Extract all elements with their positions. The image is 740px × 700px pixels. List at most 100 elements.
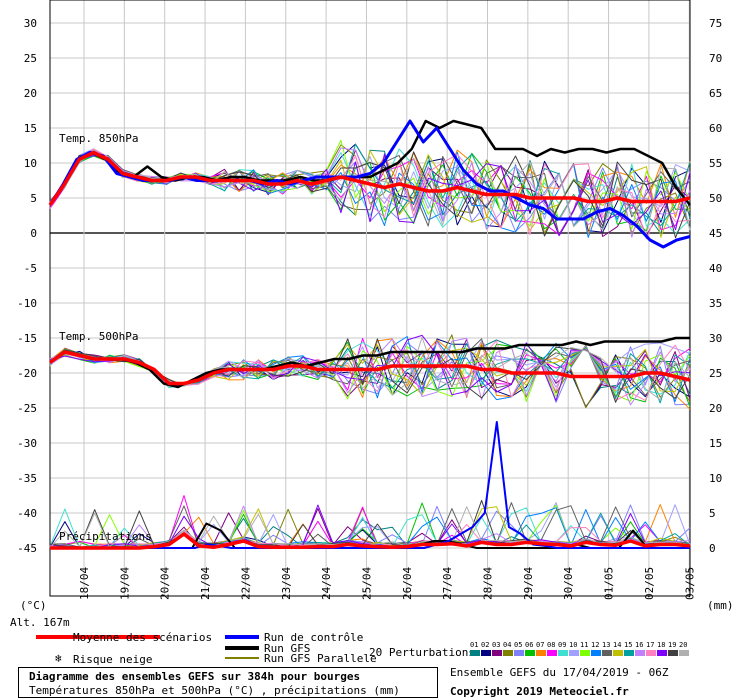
perturbation-swatch [591, 650, 601, 656]
perturbation-number: 18 [657, 641, 665, 649]
right-unit-label: (mm) [707, 599, 734, 612]
perturbation-number: 12 [591, 641, 599, 649]
copyright: Copyright 2019 Meteociel.fr [450, 685, 629, 698]
right-tick-label: 30 [709, 332, 722, 345]
chart-title: Diagramme des ensembles GEFS sur 384h po… [29, 670, 361, 683]
right-tick-label: 40 [709, 262, 722, 275]
left-tick-label: 15 [24, 122, 37, 135]
right-tick-label: 0 [709, 542, 716, 555]
panel-label-500: Temp. 500hPa [59, 330, 138, 343]
right-tick-label: 50 [709, 192, 722, 205]
right-tick-label: 10 [709, 472, 722, 485]
perturbation-number: 20 [679, 641, 687, 649]
perturbation-number: 03 [492, 641, 500, 649]
mean-precip-line [50, 532, 691, 550]
panel-label-precip: Précipitations [59, 530, 152, 543]
perturbation-swatch [492, 650, 502, 656]
right-tick-label: 65 [709, 87, 722, 100]
left-tick-label: -5 [24, 262, 37, 275]
perturbation-swatch [470, 650, 480, 656]
mean-500-line [48, 350, 691, 386]
perturbation-number: 08 [547, 641, 555, 649]
left-unit-label: (°C) [20, 599, 47, 612]
left-tick-label: -10 [17, 297, 37, 310]
perturbation-swatch [657, 650, 667, 656]
gfs-850-line [48, 119, 691, 206]
perturbation-swatch [525, 650, 535, 656]
perturbation-swatch [481, 650, 491, 656]
left-tick-label: -20 [17, 367, 37, 380]
perturbation-number: 17 [646, 641, 654, 649]
run-info: Ensemble GEFS du 17/04/2019 - 06Z [450, 666, 669, 679]
perturbation-number: 07 [536, 641, 544, 649]
left-tick-label: -30 [17, 437, 37, 450]
x-tick-label: 27/04 [441, 567, 454, 600]
chart-subtitle: Températures 850hPa et 500hPa (°C) , pré… [29, 684, 400, 697]
x-tick-label: 18/04 [78, 567, 91, 600]
perturbation-number: 11 [580, 641, 588, 649]
chart-title-box: Diagramme des ensembles GEFS sur 384h po… [18, 667, 438, 698]
left-tick-label: 5 [30, 192, 37, 205]
panel-label-850: Temp. 850hPa [59, 132, 138, 145]
perturbation-swatch [536, 650, 546, 656]
perturbation-number: 09 [558, 641, 566, 649]
perturbation-swatch [646, 650, 656, 656]
right-tick-label: 55 [709, 157, 722, 170]
legend-perturbations-label: 20 Perturbations [369, 646, 475, 659]
perturbation-swatch [624, 650, 634, 656]
legend-gfs-label: Run GFS [264, 642, 310, 655]
x-tick-label: 30/04 [562, 567, 575, 600]
right-tick-label: 15 [709, 437, 722, 450]
chart-axes [49, 0, 691, 597]
perturbation-swatch [679, 650, 689, 656]
legend-gfs-parallel-label: Run GFS Parallele [264, 652, 377, 665]
perturbation-swatch [514, 650, 524, 656]
perturbation-number: 02 [481, 641, 489, 649]
right-tick-label: 20 [709, 402, 722, 415]
perturbation-number: 19 [668, 641, 676, 649]
perturbation-number: 06 [525, 641, 533, 649]
x-tick-label: 19/04 [118, 567, 131, 600]
perturbation-swatch [569, 650, 579, 656]
x-tick-label: 23/04 [280, 567, 293, 600]
altitude-label: Alt. 167m [10, 616, 70, 629]
perturbation-number: 16 [635, 641, 643, 649]
x-tick-label: 26/04 [401, 567, 414, 600]
perturbation-swatch [613, 650, 623, 656]
left-tick-label: -40 [17, 507, 37, 520]
x-tick-label: 21/04 [199, 567, 212, 600]
perturbation-swatch [547, 650, 557, 656]
right-tick-label: 45 [709, 227, 722, 240]
x-tick-label: 25/04 [360, 567, 373, 600]
x-tick-label: 20/04 [159, 567, 172, 600]
left-tick-label: -25 [17, 402, 37, 415]
perturbation-number: 13 [602, 641, 610, 649]
perturbation-number: 01 [470, 641, 478, 649]
perturbation-swatch [635, 650, 645, 656]
legend-mean-label: Moyenne des scénarios [73, 631, 212, 644]
right-tick-label: 75 [709, 17, 722, 30]
gfs-500-line [49, 336, 690, 389]
chart-series [48, 119, 691, 550]
x-tick-label: 28/04 [482, 567, 495, 600]
right-tick-label: 5 [709, 507, 716, 520]
x-tick-label: 24/04 [320, 567, 333, 600]
left-tick-label: 25 [24, 52, 37, 65]
plot-frame [49, 0, 691, 597]
x-tick-label: 01/05 [603, 567, 616, 600]
left-tick-label: 30 [24, 17, 37, 30]
perturbation-swatch [503, 650, 513, 656]
right-tick-label: 70 [709, 52, 722, 65]
perturbation-number: 15 [624, 641, 632, 649]
perturbation-number: 10 [569, 641, 577, 649]
right-tick-label: 35 [709, 297, 722, 310]
x-tick-label: 02/05 [643, 567, 656, 600]
ensemble-850-line [49, 152, 691, 235]
perturbation-swatch [668, 650, 678, 656]
left-tick-label: -45 [17, 542, 37, 555]
right-tick-label: 60 [709, 122, 722, 135]
chart-legend: Moyenne des scénarios ❄ Risque neige Run de… [36, 631, 689, 666]
legend-control-label: Run de contrôle [264, 631, 363, 644]
